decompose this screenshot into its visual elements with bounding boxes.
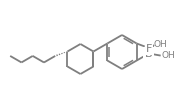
Text: OH: OH [162, 51, 175, 60]
Text: F: F [146, 44, 152, 54]
Text: OH: OH [154, 40, 168, 49]
Text: B: B [145, 49, 153, 59]
